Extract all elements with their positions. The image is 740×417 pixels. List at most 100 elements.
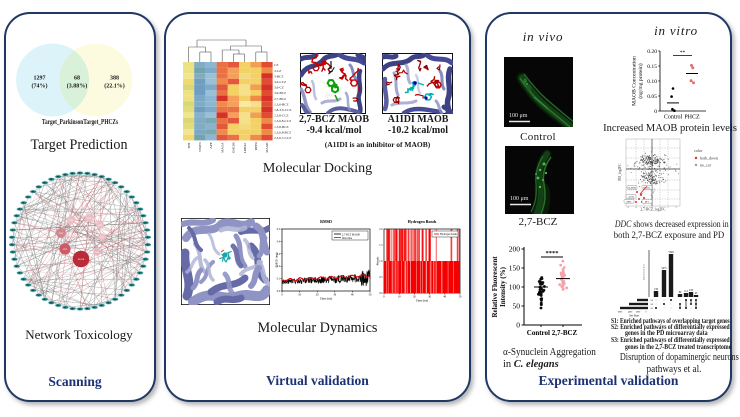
svg-text:2,7-BCZ_log2FC: 2,7-BCZ_log2FC	[640, 208, 666, 213]
svg-text:-2: -2	[635, 206, 638, 209]
svg-text:CZ: CZ	[274, 63, 278, 67]
svg-text:GSK3B: GSK3B	[232, 142, 236, 153]
svg-text:3: 3	[675, 206, 677, 209]
svg-text:0.0: 0.0	[379, 292, 383, 295]
svg-text:****: ****	[546, 250, 559, 257]
svg-text:0.15: 0.15	[647, 64, 657, 70]
svg-text:1,3,6,8-CCZ: 1,3,6,8-CCZ	[274, 119, 291, 124]
svg-text:GEN: GEN	[100, 237, 105, 239]
svg-text:1: 1	[659, 206, 661, 209]
svg-text:1.0: 1.0	[379, 260, 383, 263]
svg-text:0.4: 0.4	[277, 240, 281, 243]
svg-text:#bonds: #bonds	[376, 256, 380, 266]
svg-text:-1: -1	[643, 206, 646, 209]
svg-text:45: 45	[695, 292, 698, 295]
svg-text:Intensity (%): Intensity (%)	[499, 266, 507, 307]
svg-text:Hydrogen Bonds: Hydrogen Bonds	[408, 219, 437, 224]
svg-text:PHCZ: PHCZ	[684, 115, 700, 121]
svg-text:10: 10	[398, 296, 401, 299]
svg-text:color: color	[694, 148, 703, 153]
svg-text:1297: 1297	[34, 76, 46, 82]
svg-text:DBJA1: DBJA1	[644, 187, 652, 190]
svg-text:LRRK1: LRRK1	[243, 142, 247, 153]
svg-text:200: 200	[509, 245, 521, 254]
svg-text:2,7-BCZ: 2,7-BCZ	[274, 97, 286, 102]
svg-text:-3: -3	[627, 206, 630, 209]
svg-text:Relative Fluorescent: Relative Fluorescent	[491, 256, 499, 318]
svg-text:0.5: 0.5	[277, 228, 281, 231]
svg-text:both_down: both_down	[700, 156, 718, 161]
svg-text:40: 40	[443, 296, 446, 299]
svg-text:PD_log2FC: PD_log2FC	[618, 163, 622, 181]
svg-text:fitted line: fitted line	[342, 237, 353, 240]
svg-text:DJ-1: DJ-1	[645, 202, 650, 204]
svg-text:1,3,6,8-BCZ: 1,3,6,8-BCZ	[274, 130, 291, 135]
svg-text:GEN: GEN	[63, 249, 68, 251]
svg-text:6000: 6000	[618, 312, 623, 314]
svg-text:0.3: 0.3	[277, 253, 281, 256]
svg-text:DPP4: DPP4	[254, 142, 258, 150]
svg-text:MAOB Concentration: MAOB Concentration	[632, 56, 638, 106]
svg-text:388: 388	[110, 76, 119, 82]
svg-text:1,3,8-BCZ: 1,3,8-BCZ	[274, 125, 289, 130]
svg-text:GEN: GEN	[59, 233, 64, 235]
svg-text:0.5: 0.5	[379, 276, 383, 279]
svg-text:3,6-BCZ: 3,6-BCZ	[274, 91, 286, 96]
svg-text:(ng/mg protein): (ng/mg protein)	[637, 63, 644, 98]
svg-text:158: 158	[654, 288, 659, 291]
svg-text:30: 30	[428, 296, 431, 299]
svg-text:20: 20	[316, 294, 319, 297]
svg-text:3-BCZ: 3-BCZ	[274, 74, 283, 78]
svg-text:0: 0	[654, 109, 657, 115]
svg-text:0.20: 0.20	[647, 49, 657, 55]
svg-text:MAOB: MAOB	[78, 258, 85, 261]
svg-text:1,8-3,6-CCZ: 1,8-3,6-CCZ	[274, 108, 291, 113]
svg-text:2,3,6,7-CCZ: 2,3,6,7-CCZ	[274, 136, 291, 141]
svg-text:Control: Control	[664, 115, 683, 121]
svg-text:5HT: 5HT	[187, 141, 191, 148]
svg-text:3475: 3475	[661, 267, 667, 270]
svg-text:0.2: 0.2	[277, 265, 281, 268]
svg-text:GEN: GEN	[87, 218, 92, 220]
svg-text:(22.1%): (22.1%)	[104, 83, 125, 90]
svg-text:MAOA: MAOA	[220, 142, 224, 153]
svg-text:no_cor: no_cor	[700, 163, 712, 168]
svg-text:0.0: 0.0	[277, 290, 281, 293]
svg-text:68: 68	[74, 76, 80, 82]
svg-text:Hydrogen bonds: Hydrogen bonds	[440, 233, 457, 236]
svg-text:1,3,6-BCZ: 1,3,6-BCZ	[274, 102, 289, 107]
svg-text:MAOB: MAOB	[265, 142, 269, 153]
svg-text:30: 30	[333, 294, 336, 297]
svg-text:158: 158	[689, 289, 694, 292]
svg-text:50: 50	[459, 296, 462, 299]
svg-text:2,7-BCZ MAOB: 2,7-BCZ MAOB	[342, 233, 360, 236]
svg-text:(3.88%): (3.88%)	[67, 83, 88, 90]
svg-text:100: 100	[509, 283, 521, 292]
svg-text:4000: 4000	[628, 312, 633, 314]
svg-text:86: 86	[679, 291, 682, 294]
svg-text:3,6-CCZ: 3,6-CCZ	[274, 80, 286, 85]
svg-text:2: 2	[667, 206, 669, 209]
svg-text:S3: S3	[651, 299, 654, 302]
svg-text:GEN: GEN	[69, 220, 74, 222]
svg-text:RMSD: RMSD	[320, 219, 332, 224]
svg-text:0.1: 0.1	[277, 278, 281, 281]
svg-text:Time (ns): Time (ns)	[416, 299, 428, 303]
svg-text:3,6-CZ: 3,6-CZ	[274, 86, 284, 91]
svg-text:CLSTN2: CLSTN2	[628, 188, 637, 190]
svg-text:100 μm: 100 μm	[510, 196, 529, 202]
svg-text:RMSD (nm): RMSD (nm)	[275, 252, 279, 267]
svg-text:AGT3: AGT3	[628, 196, 635, 199]
svg-text:112: 112	[684, 290, 688, 293]
svg-text:2000: 2000	[636, 312, 641, 314]
svg-text:0.10: 0.10	[647, 79, 657, 85]
svg-text:1.5: 1.5	[379, 244, 383, 247]
svg-text:APP: APP	[209, 142, 213, 148]
svg-text:50: 50	[513, 302, 521, 311]
svg-text:Control 2,7-BCZ: Control 2,7-BCZ	[527, 329, 578, 337]
svg-text:0: 0	[383, 296, 385, 299]
svg-text:Intersection Size: Intersection Size	[643, 264, 646, 280]
svg-text:1,3,8-CCZ: 1,3,8-CCZ	[274, 114, 289, 119]
svg-text:150: 150	[509, 264, 521, 273]
svg-text:5348: 5348	[668, 251, 674, 254]
